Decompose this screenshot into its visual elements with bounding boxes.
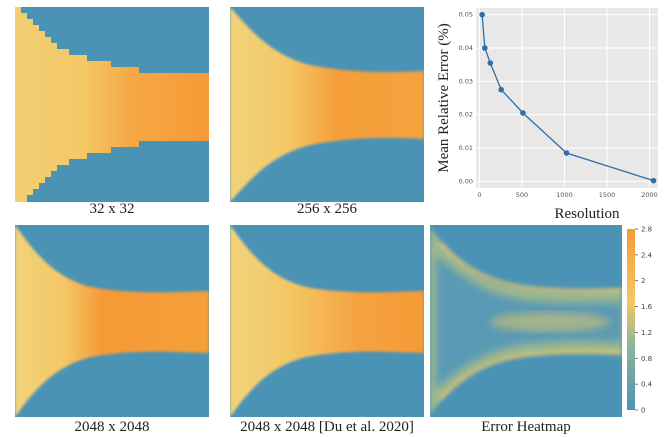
x-tick-label: 0 <box>477 191 481 199</box>
plot-area <box>476 8 658 188</box>
caption-256x256: 256 x 256 <box>297 201 357 217</box>
x-tick-label: 2000 <box>641 191 658 199</box>
x-tick-label: 500 <box>516 191 528 199</box>
colorbar-tick-label: 1.2 <box>641 329 652 337</box>
y-tick-label: 0.04 <box>459 44 473 52</box>
data-point <box>482 45 488 51</box>
field-image-du-et-al <box>230 225 424 417</box>
x-tick-label: 1500 <box>599 191 616 199</box>
colorbar-tick-label: 2 <box>641 277 645 285</box>
colorbar-tick-label: 0.8 <box>641 355 652 363</box>
colorbar-tick-label: 2.4 <box>641 251 653 259</box>
y-tick-label: 0.01 <box>459 144 473 152</box>
colorbar: 0 0.4 0.8 1.2 1.6 2 2.4 2.8 <box>625 222 665 422</box>
caption-32x32: 32 x 32 <box>89 201 135 217</box>
colorbar-tick-label: 2.8 <box>641 226 652 234</box>
data-point <box>498 86 504 93</box>
colorbar-tick-label: 1.6 <box>641 303 653 311</box>
y-tick-label: 0.02 <box>459 111 473 119</box>
y-axis-label: Mean Relative Error (%) <box>436 23 452 173</box>
panel-2048x2048 <box>15 225 209 417</box>
data-point <box>487 60 494 66</box>
field-image-2048 <box>15 225 209 417</box>
caption-error-heatmap: Error Heatmap <box>481 419 571 435</box>
panel-32x32 <box>15 7 209 202</box>
error-heatmap-image <box>430 225 622 417</box>
caption-du-et-al: 2048 x 2048 [Du et al. 2020] <box>240 419 414 435</box>
colorbar-tick-label: 0.4 <box>641 381 653 389</box>
colorbar-gradient <box>627 229 635 410</box>
data-point <box>563 150 570 156</box>
panel-error-heatmap <box>430 225 622 417</box>
data-point <box>479 11 485 18</box>
y-tick-label: 0.03 <box>459 77 473 85</box>
field-image-256 <box>230 7 424 202</box>
error-line-chart: 0 500 1000 1500 2000 0.00 0.01 0.02 0.03 0.04 0.05… <box>428 2 664 222</box>
x-tick-label: 1000 <box>556 191 573 199</box>
field-image-32 <box>15 7 209 202</box>
colorbar-svg: 0 0.4 0.8 1.2 1.6 2 2.4 2.8 <box>627 226 653 415</box>
data-point <box>520 110 526 116</box>
y-tick-label: 0.05 <box>459 11 473 19</box>
panel-2048-du-et-al <box>230 225 424 417</box>
y-tick-label: 0.00 <box>459 177 473 185</box>
line-chart-svg: 0 500 1000 1500 2000 0.00 0.01 0.02 0.03 0.04 0.05… <box>436 8 658 222</box>
panel-256x256 <box>230 7 424 202</box>
x-axis-label: Resolution <box>554 206 620 222</box>
colorbar-tick-label: 0 <box>641 407 645 415</box>
data-point <box>650 177 657 184</box>
caption-2048x2048: 2048 x 2048 <box>74 419 150 435</box>
